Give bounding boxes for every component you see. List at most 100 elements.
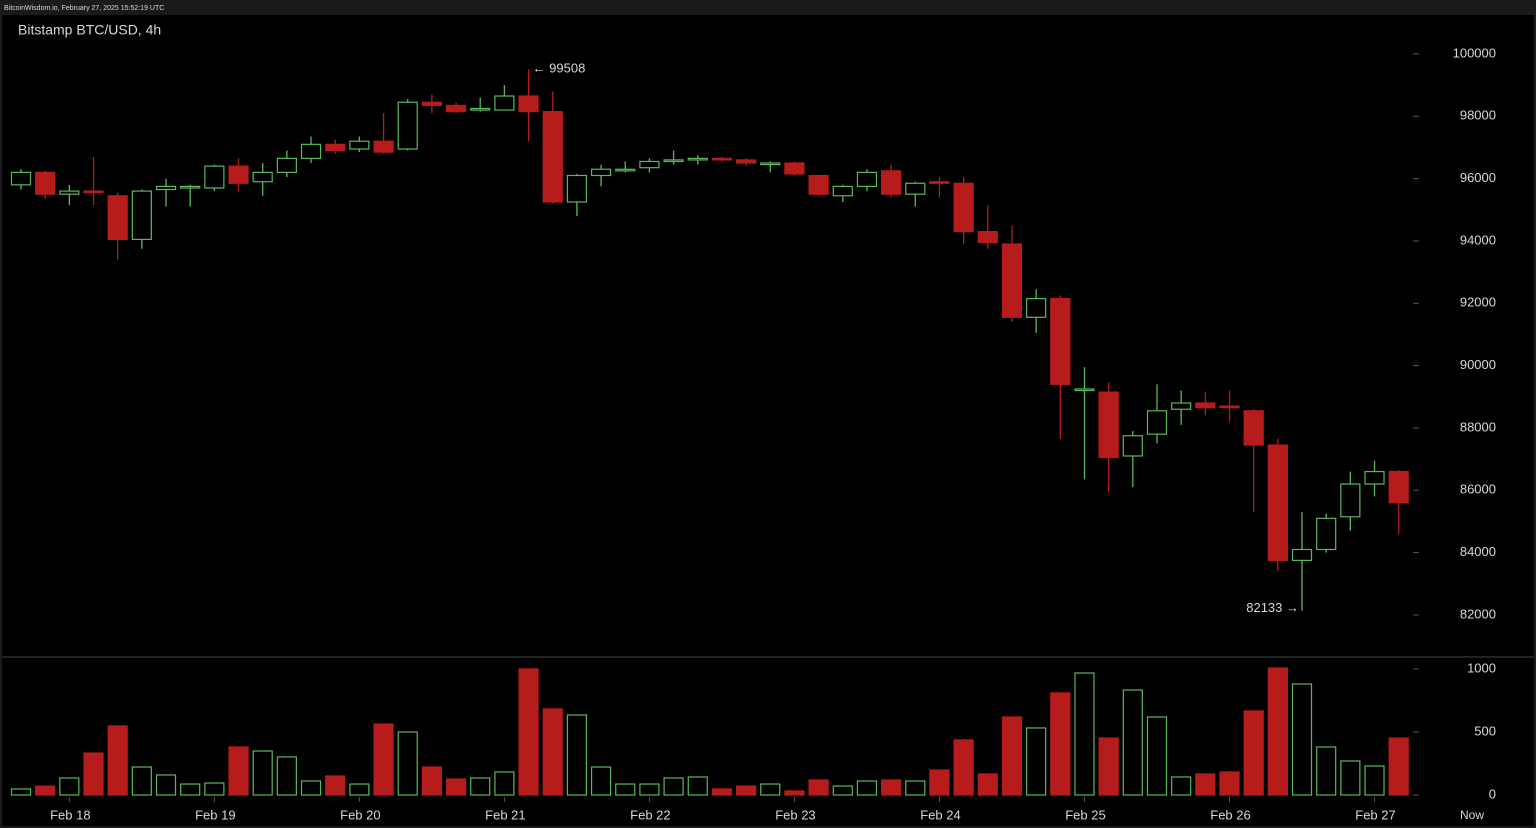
candle-body — [639, 160, 660, 169]
candle-body — [1388, 470, 1409, 504]
candle-body — [760, 162, 781, 166]
candle-body — [83, 190, 104, 194]
candle-body — [1291, 548, 1313, 561]
volume-bar — [83, 752, 104, 796]
volume-bar — [542, 708, 563, 796]
y-tick-label: 100000 — [1453, 45, 1496, 60]
volume-bar — [349, 783, 370, 796]
candle-body — [1074, 388, 1095, 392]
candle-body — [929, 181, 950, 184]
volume-bar — [881, 779, 902, 796]
y-tick-label: 96000 — [1460, 170, 1496, 185]
volume-bar — [1146, 716, 1168, 796]
candle-body — [155, 185, 177, 191]
x-tick-label: Feb 24 — [920, 807, 960, 822]
volume-bar — [832, 785, 853, 796]
volume-bar — [1388, 737, 1409, 796]
volume-bar — [155, 774, 177, 796]
candle-body — [397, 101, 418, 150]
candle-body — [35, 171, 56, 195]
chart-title: Bitstamp BTC/USD, 4h — [18, 22, 161, 38]
volume-bar — [1291, 683, 1313, 796]
candle-body — [1219, 405, 1240, 409]
volume-bar — [1195, 773, 1216, 796]
volume-bar — [663, 777, 684, 796]
candle-body — [445, 104, 467, 113]
volume-bar — [856, 780, 878, 796]
y-tick-label: 1000 — [1467, 660, 1496, 675]
x-tick-label: Feb 21 — [485, 807, 525, 822]
x-tick-label: Feb 20 — [340, 807, 380, 822]
candle-body — [276, 157, 297, 173]
volume-bar — [397, 731, 418, 796]
volume-bar — [1316, 746, 1337, 796]
candle-body — [1098, 391, 1119, 459]
volume-bar — [470, 777, 491, 796]
candle-body — [349, 140, 370, 150]
candle-body — [735, 159, 757, 164]
candle-body — [107, 195, 128, 240]
candle-body — [905, 182, 926, 195]
candle-body — [808, 174, 829, 195]
candle-body — [1243, 410, 1264, 446]
candle-body — [1026, 298, 1047, 318]
volume-bar — [276, 756, 297, 796]
candle-body — [421, 101, 442, 106]
volume-bar — [566, 714, 588, 796]
candle-body — [1340, 483, 1361, 518]
volume-bar — [615, 783, 636, 796]
volume-bar — [494, 771, 515, 796]
volume-bar — [639, 783, 660, 796]
candle-body — [373, 140, 394, 153]
volume-bar — [373, 723, 394, 796]
volume-bar — [905, 780, 926, 796]
candle-body — [1364, 470, 1385, 485]
volume-bar — [590, 766, 612, 796]
volume-bar — [445, 778, 467, 796]
volume-bar — [204, 782, 225, 796]
volume-bar — [929, 769, 950, 796]
volume-bar — [35, 785, 56, 796]
volume-bar — [59, 777, 80, 796]
y-tick-label: 500 — [1474, 723, 1496, 738]
y-tick-label: 94000 — [1460, 232, 1496, 247]
volume-bar — [808, 779, 829, 796]
volume-bar — [228, 746, 249, 796]
header: BitcoinWisdom.io, February 27, 2025 15:5… — [4, 5, 164, 12]
volume-bar — [1340, 760, 1361, 796]
volume-bar — [1243, 710, 1264, 796]
volume-bar — [1364, 765, 1385, 796]
volume-bar — [300, 780, 322, 796]
volume-bar — [1267, 667, 1288, 796]
volume-bar — [735, 785, 757, 796]
candle-body — [1050, 298, 1071, 385]
candle-body — [590, 168, 612, 177]
candle-body — [1267, 444, 1288, 561]
volume-bar — [421, 766, 442, 796]
candle-body — [832, 185, 853, 197]
y-tick-label: 82000 — [1460, 606, 1496, 621]
candle-body — [228, 165, 249, 184]
volume-bar — [10, 788, 32, 796]
candle-body — [1122, 435, 1143, 457]
volume-bar — [711, 788, 733, 796]
y-tick-label: 86000 — [1460, 482, 1496, 497]
candle-body — [711, 157, 733, 161]
volume-bar — [687, 776, 708, 796]
volume-bar — [1001, 716, 1023, 796]
candle-body — [953, 182, 974, 233]
candle-body — [1195, 402, 1216, 409]
y-tick-label: 0 — [1489, 786, 1496, 801]
volume-bar — [252, 750, 273, 796]
candle-body — [300, 143, 322, 159]
x-tick-label: Feb 25 — [1065, 807, 1105, 822]
candle-body — [615, 168, 636, 172]
candle-body — [325, 143, 346, 152]
candle-body — [542, 111, 563, 203]
candle-body — [10, 171, 32, 186]
candle-body — [252, 171, 273, 183]
candle-body — [566, 174, 588, 203]
annotation: 82133 → — [1246, 600, 1299, 615]
now-label: Now — [1460, 808, 1484, 822]
